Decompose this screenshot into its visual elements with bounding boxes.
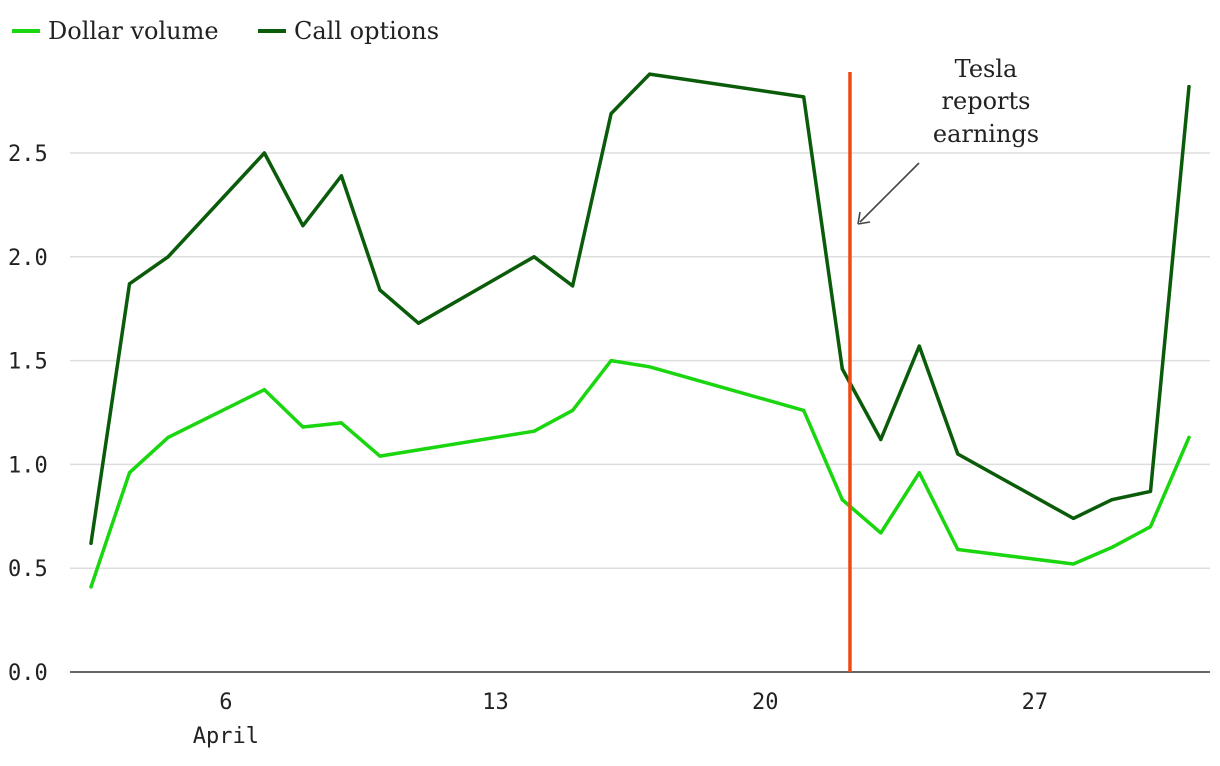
series-1-point-11 [648,72,652,76]
series-0-point-18 [1148,525,1153,529]
series-0-point-2 [166,435,170,440]
series-1-point-5 [339,174,344,178]
y-tick-label-1: 0.5 [8,557,48,582]
y-tick-label-5: 2.5 [8,142,48,167]
series-1-point-15 [917,344,921,348]
legend-label-dollar-volume: Dollar volume [48,17,219,45]
series-1-point-17 [1071,516,1076,520]
series-1-point-2 [166,255,170,259]
y-tick-label-0: 0.0 [8,661,48,686]
series-lines [89,72,1191,589]
annotation-arrowhead [857,211,871,225]
series-1-point-1 [127,282,132,286]
series-1-point-16 [956,452,960,456]
series-1-point-18 [1110,498,1114,502]
y-tick-label-2: 1.0 [8,453,48,478]
series-0-point-5 [339,421,344,425]
annotation-line-3: earnings [933,120,1039,148]
series-0-point-15 [956,547,960,552]
legend-label-call-options: Call options [294,17,439,45]
series-1-point-19 [1148,489,1153,493]
x-tick-label-2: 20 [752,690,779,715]
x-tick-sublabel-0: April [193,724,259,749]
series-0-point-12 [840,498,844,502]
series-1-point-13 [840,367,844,371]
series-1-point-9 [570,284,575,288]
series-0-point-0 [89,585,93,589]
x-tick-label-3: 27 [1022,690,1049,715]
series-1-point-10 [609,111,613,116]
annotation-line-2: reports [942,87,1031,115]
series-0-point-8 [570,408,575,413]
series-0-point-19 [1187,435,1191,440]
y-axis-tick-labels: 0.0 0.5 1.0 1.5 2.0 2.5 [8,142,48,686]
legend: Dollar volume Call options [12,17,439,45]
series-1-point-12 [802,95,806,99]
x-tick-label-1: 13 [482,690,509,715]
series-0-point-14 [917,471,921,475]
gridlines [70,152,1210,569]
series-1-point-4 [301,224,305,228]
series-0-point-6 [378,454,382,458]
earnings-annotation: Tesla reports earnings [848,55,1039,672]
y-tick-label-3: 1.5 [8,350,48,375]
series-1-point-6 [378,288,382,292]
series-0-point-11 [802,408,806,413]
series-1-point-8 [532,255,536,259]
x-axis-tick-labels: 6 April 13 20 27 [193,690,1048,749]
series-1-point-7 [416,321,421,325]
series-0-point-7 [532,429,536,433]
y-tick-label-4: 2.0 [8,246,48,271]
x-tick-label-0: 6 [219,690,232,715]
annotation-line-1: Tesla [955,55,1018,83]
series-0-point-10 [648,365,652,369]
series-1-point-14 [879,437,883,442]
series-0-point-9 [609,359,613,363]
series-1-point-3 [262,151,266,155]
series-0-point-3 [262,388,266,392]
series-0-point-17 [1110,545,1114,550]
series-0-point-4 [301,425,305,429]
series-0-point-13 [879,531,883,535]
series-1-point-20 [1187,84,1191,89]
series-line-dollar-volume [89,358,1191,589]
series-1-point-0 [89,541,93,545]
series-0-point-1 [127,471,132,475]
series-0-point-16 [1071,562,1076,566]
annotation-arrow [859,162,920,223]
